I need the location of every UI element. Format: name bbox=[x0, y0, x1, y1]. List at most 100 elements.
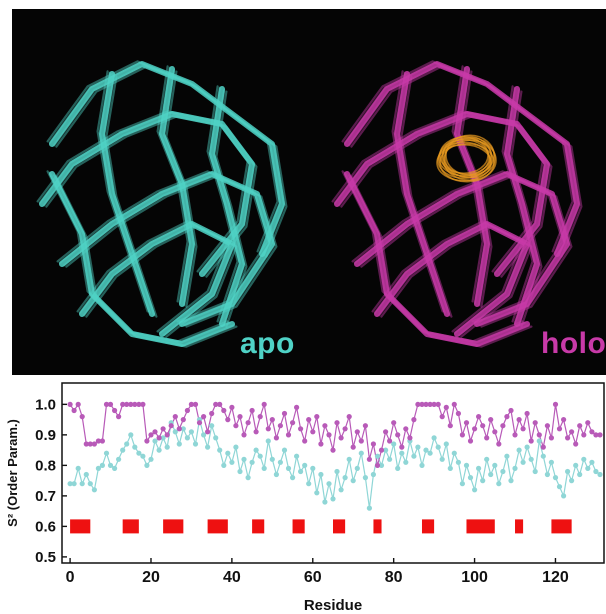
series-1-point bbox=[298, 426, 304, 432]
series-1-point bbox=[431, 401, 437, 407]
series-0-point bbox=[467, 475, 474, 481]
series-0-point bbox=[124, 441, 130, 447]
series-1-point bbox=[277, 423, 283, 429]
series-1-point bbox=[354, 429, 360, 435]
series-0-point bbox=[176, 441, 182, 447]
series-1-point bbox=[407, 435, 413, 441]
series-0-point bbox=[492, 462, 498, 468]
series-0-point bbox=[160, 435, 166, 441]
series-0-point bbox=[273, 471, 279, 478]
series-0-point bbox=[217, 447, 223, 453]
series-1-point bbox=[504, 414, 510, 420]
series-0-point bbox=[241, 456, 247, 462]
series-1-point bbox=[484, 435, 490, 441]
series-0-point bbox=[463, 462, 470, 468]
series-0-point bbox=[439, 456, 445, 462]
series-0-point bbox=[573, 462, 579, 468]
secondary-structure-segment bbox=[70, 519, 91, 534]
series-1-point bbox=[326, 432, 332, 438]
ligand-conformer bbox=[436, 143, 492, 182]
series-1-point bbox=[358, 438, 364, 444]
series-0-point bbox=[451, 450, 457, 456]
series-0-point bbox=[358, 450, 364, 456]
series-1-point bbox=[451, 401, 457, 407]
series-1-point bbox=[467, 438, 474, 444]
series-0-point bbox=[314, 490, 320, 496]
series-0-point bbox=[172, 429, 178, 435]
series-1-point bbox=[233, 423, 239, 429]
series-0-point bbox=[520, 459, 526, 465]
series-0-point bbox=[201, 432, 207, 438]
secondary-structure-segment bbox=[163, 519, 184, 534]
holo-strand bbox=[380, 225, 533, 338]
series-1-point bbox=[120, 401, 126, 407]
series-1-point bbox=[585, 420, 591, 426]
series-0-point bbox=[354, 465, 360, 471]
apo-strand bbox=[159, 66, 195, 307]
series-1-point bbox=[285, 432, 292, 438]
series-1-point bbox=[423, 401, 429, 407]
series-1-point bbox=[476, 414, 482, 420]
series-0-point bbox=[209, 423, 215, 429]
series-0-point bbox=[221, 462, 227, 468]
apo-strand bbox=[85, 225, 238, 338]
series-0-point bbox=[322, 499, 328, 505]
series-0-point bbox=[504, 453, 510, 459]
series-0-point bbox=[132, 444, 138, 450]
series-1-point bbox=[569, 429, 575, 435]
secondary-structure-segment bbox=[207, 519, 228, 534]
series-0-point bbox=[302, 462, 308, 468]
series-0-point bbox=[387, 456, 393, 462]
series-1-point bbox=[508, 407, 514, 414]
apo-strand bbox=[99, 71, 155, 317]
series-1-point bbox=[334, 420, 340, 426]
secondary-structure-segment bbox=[551, 519, 572, 534]
holo-strand bbox=[504, 86, 540, 327]
holo-strand bbox=[460, 70, 493, 308]
series-1-point bbox=[435, 401, 441, 407]
series-1-point bbox=[419, 401, 425, 407]
series-1-point bbox=[552, 401, 559, 407]
series-0-point bbox=[589, 459, 595, 465]
series-1-point bbox=[561, 417, 567, 423]
series-1-point bbox=[257, 414, 263, 420]
series-0-point bbox=[370, 471, 376, 478]
series-0-point bbox=[508, 478, 514, 484]
plot-frame bbox=[61, 382, 605, 564]
holo-strand bbox=[340, 115, 553, 278]
holo-strand bbox=[508, 89, 541, 327]
series-0-point bbox=[261, 465, 267, 471]
series-0-point bbox=[403, 459, 409, 465]
holo-strand bbox=[501, 85, 534, 323]
series-0-point bbox=[528, 456, 534, 462]
secondary-structure-segment bbox=[333, 519, 346, 534]
series-1-point bbox=[362, 423, 368, 429]
series-1-point bbox=[188, 401, 194, 407]
series-0-point bbox=[411, 453, 417, 459]
holo-strand bbox=[510, 90, 543, 328]
series-1-point bbox=[290, 420, 296, 426]
series-1-point bbox=[488, 417, 494, 423]
series-1-point bbox=[140, 401, 146, 407]
y-axis-ticks: 0.5 0.6 0.7 0.8 0.9 1.0 bbox=[35, 396, 67, 566]
series-0-point bbox=[128, 432, 134, 438]
apo-strand bbox=[213, 89, 246, 327]
series-0-point bbox=[107, 462, 114, 468]
apo-strand bbox=[209, 86, 245, 327]
apo-strand bbox=[49, 61, 285, 257]
series-0-point bbox=[391, 441, 397, 447]
series-1-point bbox=[496, 441, 502, 447]
series-0-point bbox=[548, 459, 555, 465]
series-0-point bbox=[346, 456, 352, 462]
series-1-point bbox=[261, 401, 267, 407]
series-0-point bbox=[233, 444, 239, 450]
series-1-point bbox=[91, 441, 97, 447]
series-0-point bbox=[87, 481, 93, 487]
apo-strand bbox=[39, 111, 255, 277]
series-0-point bbox=[536, 438, 542, 444]
series-1-point bbox=[201, 414, 207, 420]
series-1-point bbox=[589, 429, 595, 435]
series-0-point bbox=[75, 465, 81, 471]
series-0-point bbox=[205, 444, 211, 450]
series-1-point bbox=[302, 438, 308, 444]
